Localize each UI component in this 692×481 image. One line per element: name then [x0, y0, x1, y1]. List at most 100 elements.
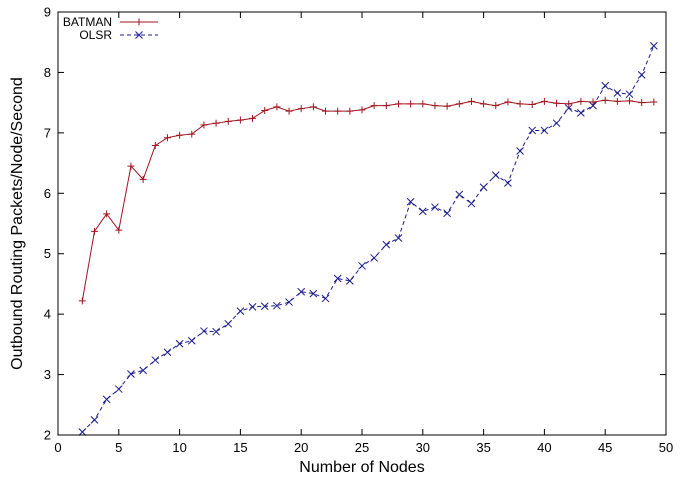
data-point: [407, 100, 415, 108]
series-batman: [78, 96, 658, 305]
data-point: [139, 366, 147, 375]
legend-marker-batman: [135, 18, 143, 26]
data-point: [528, 100, 536, 108]
data-point: [309, 289, 318, 298]
data-point: [187, 336, 196, 345]
data-point: [540, 126, 549, 135]
x-tick-label: 40: [537, 440, 551, 455]
data-point: [565, 100, 573, 108]
data-point: [528, 126, 537, 135]
data-point: [322, 107, 330, 115]
data-point: [297, 287, 306, 296]
data-point: [236, 307, 245, 315]
data-point: [480, 100, 488, 108]
x-tick-label: 10: [172, 440, 186, 455]
series-olsr: [78, 41, 658, 436]
legend-marker-olsr: [135, 31, 143, 39]
x-tick-label: 50: [659, 440, 673, 455]
x-axis-title: Number of Nodes: [299, 459, 424, 476]
x-tick-label: 15: [233, 440, 247, 455]
data-point: [273, 103, 281, 111]
data-point: [333, 274, 342, 283]
data-point: [163, 134, 171, 142]
data-point: [479, 183, 488, 192]
data-point: [553, 99, 561, 107]
data-point: [516, 100, 524, 108]
data-point: [224, 117, 232, 125]
data-point: [200, 327, 208, 335]
x-tick-label: 35: [476, 440, 490, 455]
data-point: [564, 104, 573, 112]
data-point: [613, 97, 621, 105]
data-point: [139, 175, 147, 183]
data-point: [601, 81, 610, 90]
data-point: [248, 303, 257, 311]
data-point: [418, 207, 427, 216]
data-point: [394, 234, 403, 242]
data-point: [370, 102, 378, 110]
data-point: [103, 210, 111, 218]
data-point: [638, 99, 646, 107]
data-point: [249, 114, 257, 122]
data-point: [625, 90, 634, 99]
x-tick-label: 45: [598, 440, 612, 455]
data-point: [297, 105, 305, 113]
data-point: [492, 102, 500, 110]
data-point: [115, 226, 123, 234]
data-point: [285, 107, 293, 115]
x-tick-label: 25: [355, 440, 369, 455]
y-tick-label: 2: [44, 428, 51, 443]
data-point: [346, 107, 354, 115]
data-point: [504, 179, 512, 187]
data-point: [419, 100, 427, 108]
y-tick-label: 3: [44, 367, 51, 382]
data-point: [90, 227, 98, 235]
data-point: [431, 203, 439, 212]
data-point: [443, 209, 451, 218]
data-point: [334, 107, 342, 115]
data-point: [650, 98, 658, 106]
data-point: [455, 190, 464, 199]
data-point: [358, 261, 366, 270]
data-point: [224, 319, 233, 328]
series-line-batman: [81, 99, 654, 301]
data-point: [382, 102, 390, 110]
data-point: [176, 131, 184, 139]
data-point: [321, 294, 330, 303]
data-point: [467, 97, 475, 105]
data-point: [504, 98, 512, 106]
data-point: [382, 240, 391, 249]
y-tick-label: 6: [44, 186, 51, 201]
data-point: [455, 100, 463, 108]
data-point: [577, 97, 585, 105]
data-point: [516, 147, 524, 155]
data-point: [467, 199, 476, 208]
data-point: [114, 385, 123, 393]
data-point: [285, 298, 293, 306]
x-tick-label: 5: [115, 440, 122, 455]
data-point: [406, 197, 415, 206]
data-point: [601, 96, 609, 104]
data-point: [309, 103, 317, 111]
x-tick-label: 0: [54, 440, 61, 455]
y-tick-label: 5: [44, 246, 51, 261]
data-point: [345, 277, 354, 285]
data-point: [90, 416, 99, 424]
data-point: [589, 101, 597, 110]
data-point: [151, 142, 159, 150]
data-point: [552, 119, 561, 128]
data-point: [491, 171, 500, 180]
data-point: [273, 301, 281, 310]
data-point: [540, 97, 548, 105]
series-line-olsr: [81, 45, 655, 433]
data-point: [370, 254, 379, 262]
data-point: [613, 89, 622, 97]
data-point: [577, 109, 585, 117]
y-axis-title: Outbound Routing Packets/Node/Second: [9, 77, 26, 370]
data-point: [212, 119, 220, 127]
data-point: [175, 339, 184, 348]
data-point: [394, 100, 402, 108]
data-point: [589, 98, 597, 106]
data-point: [358, 106, 366, 114]
